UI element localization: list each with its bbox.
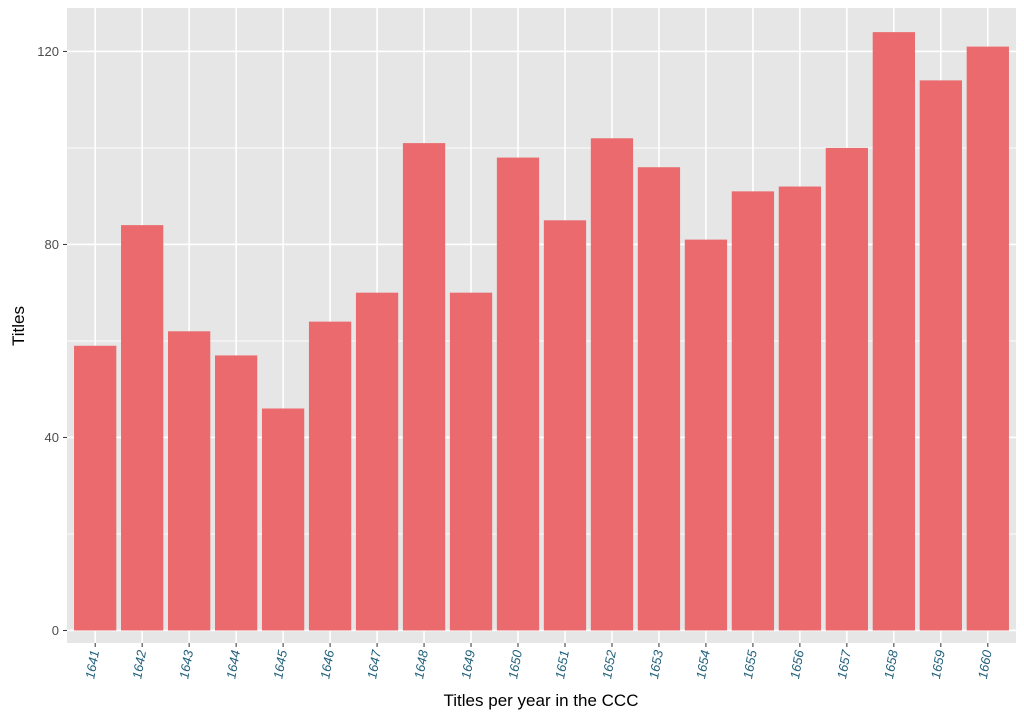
bar-1656 (778, 186, 822, 631)
bar-1657 (825, 147, 869, 631)
x-tick-label: 1658 (881, 648, 901, 680)
y-tick-label: 120 (37, 44, 59, 59)
y-tick-label: 80 (45, 237, 59, 252)
x-tick-label: 1645 (270, 648, 290, 680)
bar-1653 (637, 167, 681, 631)
x-tick-label: 1654 (693, 649, 713, 680)
bar-1647 (355, 292, 399, 631)
x-tick-label: 1651 (552, 649, 572, 680)
x-tick-label: 1657 (834, 648, 854, 680)
bar-1658 (872, 32, 915, 631)
y-tick-label: 40 (45, 430, 59, 445)
bar-1645 (261, 408, 305, 631)
x-tick-label: 1649 (458, 649, 478, 680)
x-tick-label: 1644 (223, 649, 243, 680)
bar-1660 (966, 46, 1009, 631)
bars (74, 32, 1009, 631)
x-tick-label: 1643 (176, 648, 196, 680)
x-tick-label: 1646 (317, 648, 337, 680)
bar-1651 (543, 220, 587, 631)
x-tick-label: 1648 (411, 648, 431, 680)
bar-1654 (684, 239, 728, 631)
x-tick-label: 1655 (740, 648, 760, 680)
bar-1641 (74, 345, 117, 631)
y-tick-label: 0 (52, 623, 59, 638)
x-tick-label: 1650 (505, 648, 525, 680)
x-axis-ticks: 1641 1642 1643 1644 1645 1646 1647 1648 1649 1650… (82, 643, 995, 680)
x-tick-label: 1642 (129, 648, 149, 680)
bar-1652 (590, 138, 634, 631)
x-tick-label: 1660 (975, 648, 995, 680)
bar-1642 (121, 225, 164, 631)
bar-1655 (731, 191, 775, 631)
bar-1650 (496, 157, 540, 631)
bar-1648 (402, 143, 446, 631)
x-tick-label: 1656 (787, 648, 807, 680)
bar-1644 (214, 355, 258, 631)
x-tick-label: 1653 (646, 648, 666, 680)
y-axis-ticks: 0 40 80 120 (37, 44, 67, 638)
x-tick-label: 1647 (364, 648, 384, 680)
x-tick-label: 1659 (928, 649, 948, 680)
bar-1659 (919, 80, 962, 631)
x-tick-label: 1641 (82, 649, 102, 680)
bar-1649 (449, 292, 493, 631)
bar-1643 (168, 331, 211, 631)
y-axis-title: Titles (9, 306, 28, 346)
x-tick-label: 1652 (599, 648, 619, 680)
x-axis-title: Titles per year in the CCC (444, 691, 639, 710)
bar-1646 (308, 321, 352, 631)
